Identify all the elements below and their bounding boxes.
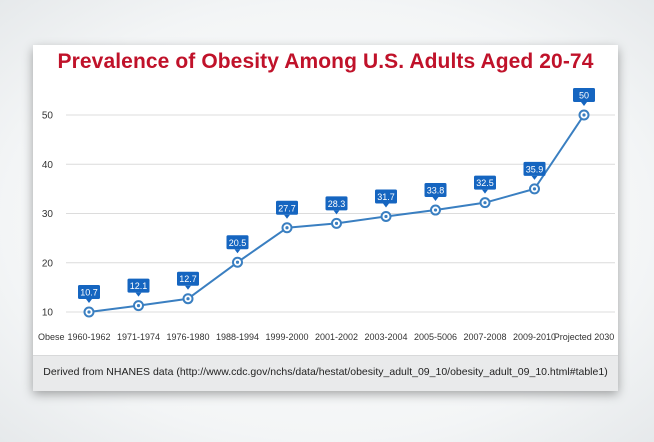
source-note: Derived from NHANES data (http://www.cdc… (43, 366, 608, 378)
x-tick-label: 2003-2004 (364, 332, 407, 342)
y-tick-label: 40 (42, 160, 54, 171)
y-tick-label: 50 (42, 111, 54, 122)
data-label: 12.1 (127, 278, 150, 297)
data-label-pointer (86, 299, 92, 303)
x-tick-label: 1960-1962 (67, 332, 110, 342)
x-tick-label: 1988-1994 (216, 332, 259, 342)
x-axis-ticks: Obese 1960-1962 1971-1974 1976-1980 1988-199… (38, 332, 614, 342)
x-tick-label: 1999-2000 (265, 332, 308, 342)
source-footer: Derived from NHANES data (http://www.cdc… (33, 355, 618, 391)
data-label-box (424, 183, 447, 198)
data-point-center (235, 260, 240, 264)
data-label-box (177, 271, 199, 286)
data-label-pointer (185, 285, 191, 290)
data-label-box (276, 200, 298, 215)
data-label-text: 12.1 (130, 281, 148, 291)
x-tick-label: 2007-2008 (463, 332, 506, 342)
y-axis-ticks: 10 20 30 40 50 (42, 111, 54, 319)
data-label-text: 27.7 (278, 203, 296, 213)
data-label-text: 12.7 (179, 274, 197, 284)
data-label: 10.7 (78, 285, 100, 303)
data-label: 32.5 (474, 175, 496, 194)
data-label-box (375, 189, 397, 204)
data-label: 33.8 (424, 183, 447, 202)
data-label: 31.7 (375, 189, 397, 208)
data-label-text: 50 (579, 91, 589, 101)
data-point-center (87, 310, 91, 314)
data-point-center (285, 226, 289, 230)
x-tick-label: 1971-1974 (117, 332, 160, 342)
data-label-box (325, 196, 348, 211)
data-label-text: 20.5 (229, 238, 247, 248)
x-tick-label: 2001-2002 (315, 332, 358, 342)
data-point-center (136, 303, 141, 308)
data-label-text: 33.8 (427, 186, 445, 196)
data-label-box (474, 175, 496, 190)
data-point-center (334, 221, 339, 225)
x-tick-label: 2005-5006 (414, 332, 457, 342)
line-chart: 10 20 30 40 50 Obese 1960-1962 1971-1974 1976-1… (38, 88, 615, 342)
data-point-center (582, 113, 586, 117)
data-point-center (483, 201, 487, 205)
data-label: 50 (573, 88, 595, 106)
data-label: 27.7 (276, 200, 298, 219)
data-label-text: 35.9 (526, 164, 544, 174)
data-label-box (78, 285, 100, 299)
y-tick-label: 20 (42, 258, 54, 269)
x-tick-label: Projected 2030 (554, 332, 615, 342)
data-label-pointer (284, 214, 290, 219)
data-point-center (186, 297, 190, 301)
data-label-pointer (234, 249, 241, 254)
data-label-pointer (135, 292, 142, 297)
y-tick-label: 30 (42, 209, 54, 220)
data-label-text: 28.3 (328, 199, 346, 209)
data-label-pointer (383, 203, 389, 208)
data-label-box (127, 278, 150, 293)
data-label: 28.3 (325, 196, 348, 215)
data-label-pointer (482, 189, 488, 194)
x-tick-label: 2009-2010 (513, 332, 556, 342)
chart-title: Prevalence of Obesity Among U.S. Adults … (57, 50, 594, 73)
data-label-box (226, 235, 249, 250)
data-label-text: 32.5 (476, 178, 494, 188)
data-label-pointer (432, 197, 439, 202)
data-label: 35.9 (523, 161, 546, 180)
y-axis-extra-label: Obese (38, 332, 65, 342)
data-label: 12.7 (177, 271, 199, 290)
data-label-text: 10.7 (80, 288, 98, 298)
data-label: 20.5 (226, 235, 249, 254)
data-label-pointer (531, 175, 538, 180)
data-label-pointer (333, 210, 340, 215)
data-point-center (532, 187, 537, 191)
chart-card: Prevalence of Obesity Among U.S. Adults … (33, 45, 618, 391)
y-tick-label: 10 (42, 308, 54, 319)
data-labels: 10.7 12.1 12.7 20.5 27.7 28.3 31.7 33.8 32.5 35.9… (78, 88, 595, 303)
data-label-box (573, 88, 595, 102)
data-label-pointer (581, 102, 587, 106)
data-point-center (384, 214, 388, 219)
data-label-box (523, 161, 546, 176)
x-tick-label: 1976-1980 (166, 332, 209, 342)
data-label-text: 31.7 (377, 192, 395, 202)
data-points (83, 109, 590, 318)
data-point-center (433, 208, 438, 212)
